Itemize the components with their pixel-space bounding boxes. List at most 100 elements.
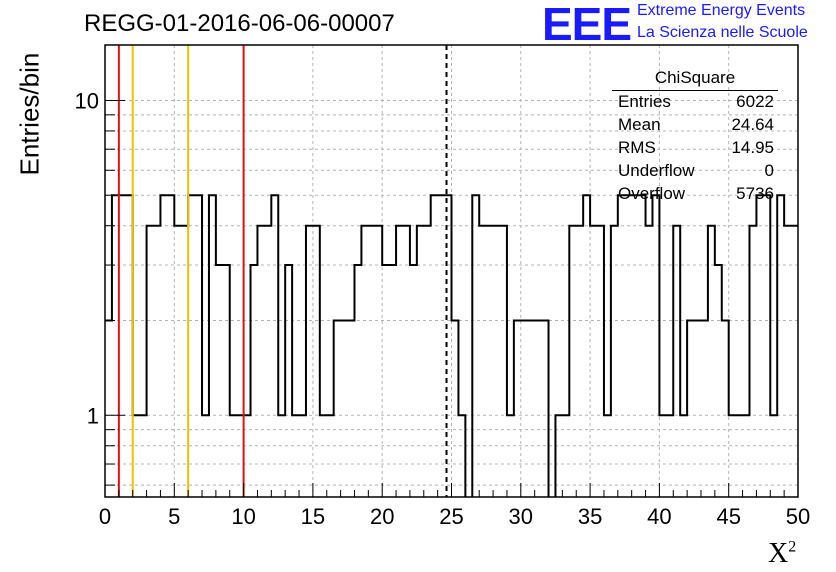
x-tick-label: 10	[231, 504, 255, 529]
histogram-bin	[784, 226, 791, 527]
histogram-bin	[431, 195, 438, 527]
histogram-bin	[167, 195, 174, 527]
x-tick-label: 40	[647, 504, 671, 529]
histogram-bin	[341, 320, 348, 527]
histogram-bin	[382, 265, 389, 527]
histogram-bin	[195, 195, 202, 527]
x-axis-label: X2	[768, 538, 797, 569]
chart-title: REGG-01-2016-06-06-00007	[84, 10, 395, 37]
histogram-bin	[105, 320, 112, 527]
stats-value: 0	[764, 161, 774, 180]
histogram-bin	[722, 320, 729, 527]
histogram-bin	[791, 226, 798, 527]
histogram-bin	[694, 320, 701, 527]
histogram-bin	[348, 320, 355, 527]
histogram-bin	[251, 265, 258, 527]
histogram-bin	[147, 226, 154, 527]
histogram-bin	[271, 195, 278, 527]
histogram-bin	[604, 415, 611, 527]
histogram-bin	[632, 195, 639, 527]
histogram-bin	[756, 195, 763, 527]
x-tick-label: 15	[301, 504, 325, 529]
y-tick-label: 1	[87, 403, 99, 428]
histogram-bin	[625, 195, 632, 527]
histogram-bin	[535, 320, 542, 527]
histogram-bin	[160, 195, 167, 527]
stats-label: Mean	[618, 115, 661, 134]
x-tick-label: 50	[786, 504, 810, 529]
stats-value: 24.64	[731, 115, 774, 134]
histogram-bin	[424, 226, 431, 527]
histogram-bin	[410, 265, 417, 527]
histogram-bin	[777, 195, 784, 527]
stats-title: ChiSquare	[654, 68, 736, 87]
histogram-bin	[472, 195, 479, 527]
stats-label: Underflow	[618, 161, 695, 180]
histogram-bin	[264, 226, 271, 527]
histogram-bin	[555, 415, 562, 527]
histogram-bin	[812, 320, 819, 527]
histogram-bin	[403, 226, 410, 527]
x-tick-label: 5	[168, 504, 180, 529]
histogram-bin	[327, 415, 334, 527]
x-tick-label: 20	[370, 504, 394, 529]
histogram-bin	[652, 195, 659, 527]
histogram-bin	[708, 226, 715, 527]
histogram-bin	[479, 226, 486, 527]
histogram-bin	[673, 226, 680, 527]
histogram-bin	[805, 320, 812, 527]
histogram-bin	[743, 415, 750, 527]
histogram-bin	[278, 415, 285, 527]
histogram-bin	[154, 226, 161, 527]
histogram-bin	[833, 415, 836, 527]
histogram-bin	[216, 265, 223, 527]
histogram-bin	[334, 320, 341, 527]
org-name-line1: Extreme Energy Events	[637, 2, 806, 19]
histogram-bin	[826, 415, 833, 527]
histogram-bin	[583, 195, 590, 527]
stats-label: Entries	[618, 92, 671, 111]
histogram-bin	[763, 195, 770, 527]
histogram-bin	[542, 320, 549, 527]
histogram-bin	[486, 226, 493, 527]
histogram-bin	[313, 226, 320, 527]
stats-divider	[612, 90, 778, 91]
histogram-bin	[597, 226, 604, 527]
histogram-bin	[749, 226, 756, 527]
histogram-bin	[452, 320, 459, 527]
y-axis-label: Entries/bin	[14, 52, 45, 176]
stats-label: Overflow	[618, 184, 686, 203]
stats-value: 6022	[736, 92, 774, 111]
histogram-bin	[285, 265, 292, 527]
histogram-bin	[493, 226, 500, 527]
histogram-bin	[521, 320, 528, 527]
stats-row-entries: Entries 6022	[618, 92, 774, 114]
histogram-bin	[181, 226, 188, 527]
y-tick-label: 10	[75, 88, 99, 113]
histogram-bin	[375, 226, 382, 527]
histogram-bin	[590, 226, 597, 527]
histogram-bin	[396, 226, 403, 527]
stats-label: RMS	[618, 138, 656, 157]
histogram-bin	[209, 195, 216, 527]
histogram-bin	[687, 320, 694, 527]
x-tick-label: 45	[716, 504, 740, 529]
stats-value: 14.95	[731, 138, 774, 157]
stats-value: 5736	[736, 184, 774, 203]
histogram-bin	[646, 226, 653, 527]
histogram-bin	[119, 195, 126, 527]
histogram-bin	[770, 415, 777, 527]
histogram-bin	[354, 265, 361, 527]
histogram-bin	[514, 320, 521, 527]
histogram-bin	[562, 415, 569, 527]
histogram-bin	[701, 320, 708, 527]
histogram-bin	[611, 226, 618, 527]
stats-box: ChiSquare Entries 6022 Mean 24.64 RMS 14…	[612, 68, 778, 208]
x-tick-label: 25	[439, 504, 463, 529]
stats-row-underflow: Underflow 0	[618, 161, 774, 183]
histogram-bin	[438, 195, 445, 527]
histogram-bin	[500, 226, 507, 527]
x-tick-label: 30	[509, 504, 533, 529]
histogram-bin	[257, 226, 264, 527]
histogram-bin	[292, 415, 299, 527]
